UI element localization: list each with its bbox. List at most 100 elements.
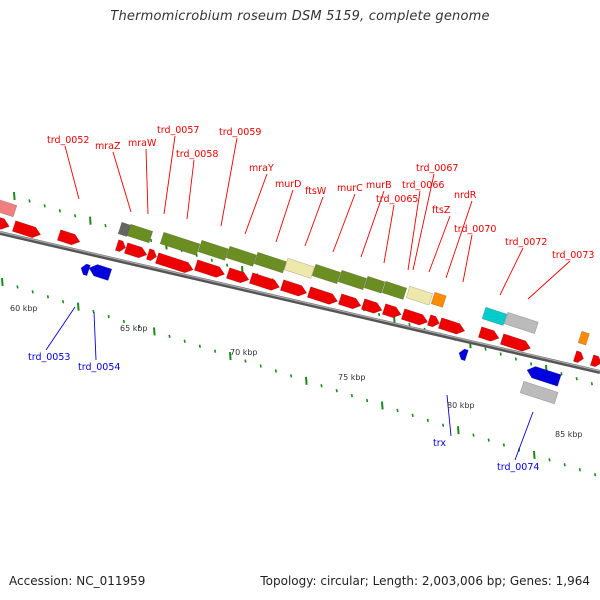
inner-tick: [457, 426, 460, 435]
gene-block: [577, 330, 590, 346]
gene-block-shape: [481, 306, 508, 326]
gene-label: trd_0059: [219, 127, 261, 138]
reverse-cds-arrow: [458, 348, 469, 362]
reverse-cds-arrow-shape: [80, 263, 91, 277]
gene-labels: 60 kbp 65 kbp 70 kbp 75 kbp 80 kbp 85 kbp trd_…: [10, 125, 594, 473]
forward-cds-arrow: [145, 248, 157, 261]
forward-cds-arrow: [123, 242, 148, 259]
forward-cds-arrow: [437, 317, 466, 335]
gene-label: murD: [275, 179, 302, 190]
gene-block-shape: [363, 275, 386, 294]
tick-marks: [1, 191, 597, 477]
gene-block: [405, 285, 434, 306]
gene-block: [337, 269, 367, 291]
reverse-gene-block: [519, 380, 559, 405]
inner-tick: [62, 300, 65, 304]
outer-tick: [150, 238, 153, 243]
gene-block: [253, 251, 287, 274]
inner-tick: [548, 458, 551, 462]
inner-tick: [335, 389, 338, 393]
leader-line: [93, 311, 97, 361]
inner-tick: [563, 463, 566, 467]
gene-label: trd_0072: [505, 237, 547, 248]
leader-line: [360, 190, 385, 258]
gene-block: [363, 275, 386, 294]
forward-cds-arrow-shape: [360, 298, 383, 314]
outer-tick: [408, 322, 411, 327]
forward-cds-arrow: [400, 308, 429, 326]
reverse-cds-arrow-shape: [458, 348, 469, 362]
forward-cds-arrow: [279, 279, 308, 297]
inner-tick: [290, 374, 293, 378]
forward-cds-arrow: [426, 314, 440, 328]
genome-backbone: [0, 231, 600, 374]
leader-line: [445, 200, 473, 279]
leader-line: [514, 411, 534, 461]
scale-label: 65 kbp: [120, 324, 148, 333]
backbone-line: [0, 231, 600, 374]
gene-label: trd_0065: [376, 194, 418, 205]
forward-cds-arrow-shape: [572, 350, 584, 363]
leader-line: [304, 196, 324, 247]
forward-cds-arrow: [56, 229, 81, 246]
inner-tick: [472, 433, 475, 437]
forward-cds-arrow-shape: [279, 279, 308, 297]
forward-cds-arrow: [477, 326, 500, 342]
scale-label: 80 kbp: [447, 401, 475, 410]
inner-tick: [168, 334, 171, 338]
inner-tick: [350, 393, 353, 398]
inner-tick: [274, 369, 277, 373]
forward-cds-arrow-shape: [114, 239, 126, 252]
inner-tick: [487, 438, 490, 442]
gene-block: [225, 245, 257, 267]
forward-cds-arrow: [499, 333, 531, 352]
forward-cds-arrow-shape: [306, 286, 338, 305]
reverse-cds-arrow-shape: [526, 366, 562, 387]
inner-tick: [107, 314, 110, 319]
reverse-cds-arrow: [526, 366, 562, 387]
forward-cds-arrow-shape: [589, 354, 600, 368]
label-leader-lines: [45, 135, 571, 461]
inner-tick: [153, 327, 156, 336]
inner-tick: [138, 324, 141, 329]
gene-label: trd_0052: [47, 135, 89, 146]
forward-cds-arrow-shape: [426, 314, 440, 328]
gene-block-shape: [577, 330, 590, 346]
forward-cds-arrow-shape: [499, 333, 531, 352]
gene-block: [481, 306, 508, 326]
inner-tick: [1, 277, 4, 287]
inner-tick: [31, 290, 34, 294]
outer-tick: [58, 209, 61, 213]
forward-cds-arrow-shape: [437, 317, 466, 335]
forward-cds-arrow: [589, 354, 600, 368]
forward-cds-arrow-shape: [248, 272, 280, 291]
leader-line: [275, 189, 294, 243]
gene-label: trx: [433, 438, 446, 449]
leader-line: [220, 137, 238, 227]
outer-tick: [74, 214, 77, 218]
gene-label: trd_0070: [454, 224, 496, 235]
inner-tick: [244, 359, 247, 363]
leader-line: [462, 234, 473, 283]
backbone-highlight: [0, 231, 600, 372]
gene-block: [311, 263, 341, 285]
gene-block-shape: [311, 263, 341, 285]
reverse-cds-arrow: [88, 264, 113, 281]
outer-tick: [104, 223, 107, 228]
reverse-cds-arrow: [80, 263, 91, 277]
forward-cds-arrow-shape: [381, 303, 402, 318]
inner-tick: [16, 285, 19, 289]
leader-line: [112, 151, 132, 213]
gene-label: nrdR: [454, 190, 477, 201]
forward-cds-arrow-shape: [11, 220, 42, 239]
forward-cds-arrow-shape: [337, 293, 362, 310]
outer-tick: [43, 204, 46, 208]
gene-block-shape: [337, 269, 367, 291]
forward-cds-arrow: [572, 350, 584, 363]
forward-cds-arrow: [225, 267, 250, 284]
outer-tick: [89, 216, 92, 225]
outer-tick: [484, 347, 487, 351]
outer-tick: [530, 362, 533, 366]
forward-cds-arrow-shape: [123, 242, 148, 259]
